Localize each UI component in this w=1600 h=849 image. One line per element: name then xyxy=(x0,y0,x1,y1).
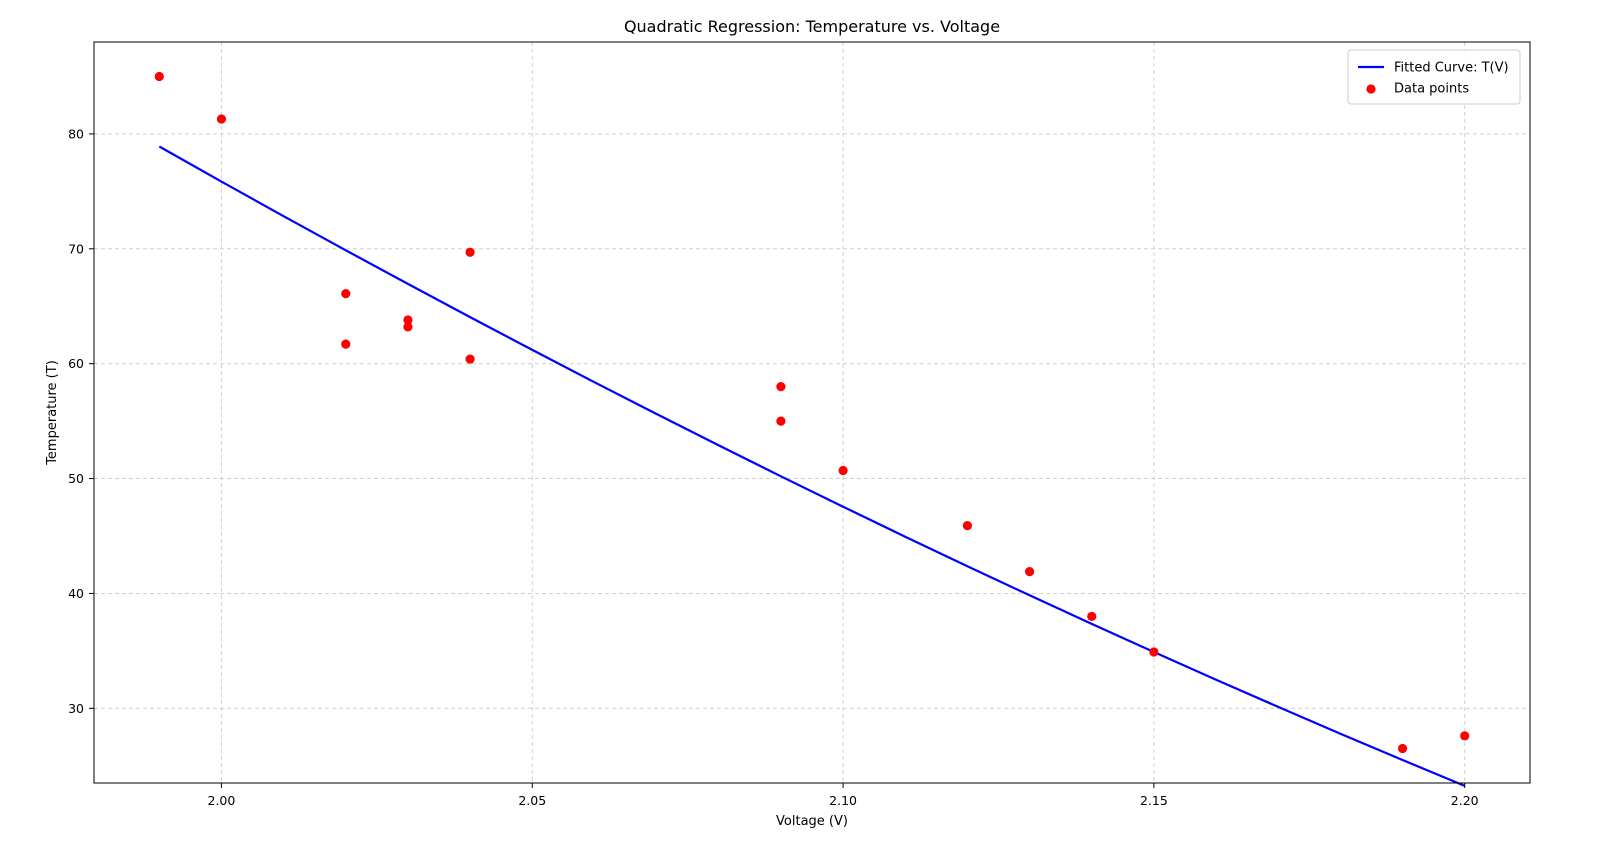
data-point xyxy=(962,521,973,531)
data-point xyxy=(838,465,848,476)
data-point xyxy=(341,339,351,349)
ticks: 2.00 2.05 2.10 2.15 2.20 30 40 50 60 70 80 xyxy=(68,126,1479,808)
x-tick-label: 2.15 xyxy=(1140,793,1168,808)
y-tick-label: 60 xyxy=(68,356,84,371)
legend-box xyxy=(1347,49,1521,105)
y-tick-label: 70 xyxy=(68,241,84,256)
y-tick-label: 40 xyxy=(68,586,84,601)
x-axis-label: Voltage (V) xyxy=(776,814,848,829)
data-point xyxy=(1397,743,1408,754)
data-point xyxy=(341,288,351,299)
data-point xyxy=(1460,731,1470,741)
data-point xyxy=(776,382,786,392)
series-layer xyxy=(154,71,1470,787)
data-point xyxy=(465,247,475,257)
y-axis-label: Temperature (T) xyxy=(45,360,60,466)
data-point xyxy=(1024,567,1035,577)
chart-title: Quadratic Regression: Temperature vs. Vo… xyxy=(624,17,1000,36)
legend-label: Data points xyxy=(1394,82,1469,97)
legend-marker-swatch xyxy=(1366,84,1376,94)
fitted-curve-line xyxy=(158,145,1466,787)
x-tick-label: 2.10 xyxy=(829,793,857,808)
plot-frame xyxy=(93,41,1531,784)
data-point xyxy=(216,114,227,124)
y-tick-label: 80 xyxy=(68,126,84,141)
y-tick-label: 50 xyxy=(68,471,84,486)
x-tick-label: 2.00 xyxy=(208,793,236,808)
y-tick-label: 30 xyxy=(68,701,84,716)
data-point xyxy=(403,322,413,332)
data-point xyxy=(776,416,786,426)
grid xyxy=(94,42,1530,783)
data-point xyxy=(1149,647,1159,657)
x-tick-label: 2.05 xyxy=(518,793,546,808)
legend: Fitted Curve: T(V) Data points xyxy=(1347,49,1521,105)
data-point xyxy=(1087,611,1097,622)
legend-label: Fitted Curve: T(V) xyxy=(1394,61,1509,76)
data-point xyxy=(465,354,475,364)
x-tick-label: 2.20 xyxy=(1451,793,1479,808)
data-point xyxy=(403,315,413,325)
data-point xyxy=(154,71,164,82)
